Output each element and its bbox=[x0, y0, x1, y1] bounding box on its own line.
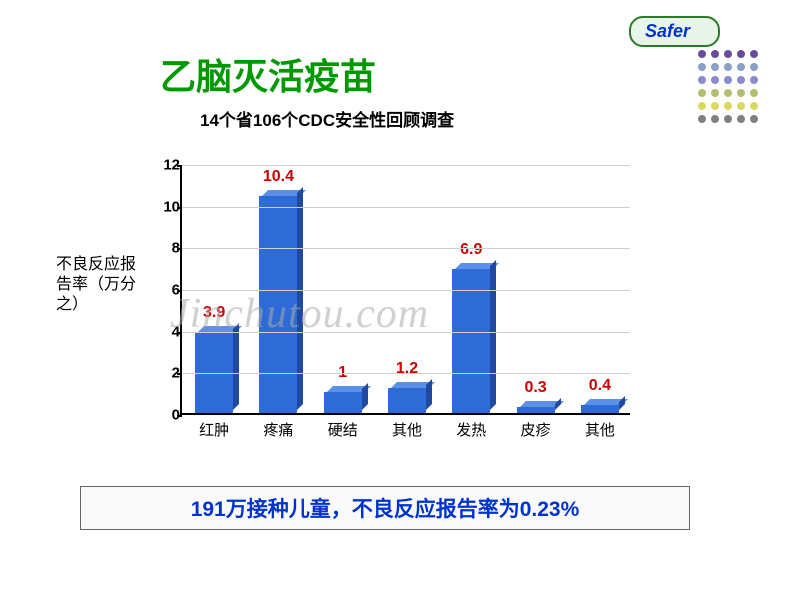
bar: 1.2其他 bbox=[385, 163, 429, 413]
dot-icon bbox=[750, 63, 758, 71]
x-tick-label: 红肿 bbox=[199, 419, 229, 440]
dot-icon bbox=[724, 89, 732, 97]
bar-chart: 不良反应报告率（万分之） 3.9红肿10.4疼痛1硬结1.2其他6.9发热0.3… bbox=[60, 155, 640, 475]
bars-container: 3.9红肿 10.4疼痛 1硬结 1.2其他 6.9发热 0.3皮疹 0.4其他 bbox=[182, 165, 630, 413]
bar-value-label: 1.2 bbox=[396, 360, 418, 378]
dot-icon bbox=[711, 115, 719, 123]
dot-icon bbox=[750, 89, 758, 97]
bar: 10.4疼痛 bbox=[256, 163, 300, 413]
bar-value-label: 0.3 bbox=[524, 379, 546, 397]
dot-icon bbox=[737, 63, 745, 71]
dot-icon bbox=[750, 115, 758, 123]
x-tick-label: 发热 bbox=[456, 419, 486, 440]
bottom-caption: 191万接种儿童，不良反应报告率为0.23% bbox=[80, 486, 690, 530]
dot-icon bbox=[737, 102, 745, 110]
dot-icon bbox=[724, 76, 732, 84]
dot-icon bbox=[711, 89, 719, 97]
y-tick-label: 8 bbox=[140, 240, 180, 257]
x-tick-label: 其他 bbox=[585, 419, 615, 440]
bar-value-label: 10.4 bbox=[263, 168, 294, 186]
y-tick-label: 4 bbox=[140, 323, 180, 340]
dot-icon bbox=[750, 50, 758, 58]
dot-icon bbox=[724, 102, 732, 110]
y-tick-label: 6 bbox=[140, 282, 180, 299]
dot-icon bbox=[698, 102, 706, 110]
safer-badge: Safer bbox=[629, 16, 720, 47]
bar-value-label: 0.4 bbox=[589, 377, 611, 395]
x-tick-label: 硬结 bbox=[328, 419, 358, 440]
grid-line bbox=[182, 373, 630, 374]
dot-icon bbox=[737, 89, 745, 97]
bar: 1硬结 bbox=[321, 163, 365, 413]
x-tick-label: 疼痛 bbox=[263, 419, 293, 440]
dot-icon bbox=[737, 76, 745, 84]
grid-line bbox=[182, 207, 630, 208]
y-tick-label: 12 bbox=[140, 157, 180, 174]
plot-area: 3.9红肿 10.4疼痛 1硬结 1.2其他 6.9发热 0.3皮疹 0.4其他 bbox=[180, 165, 630, 415]
y-tick-label: 10 bbox=[140, 198, 180, 215]
grid-line bbox=[182, 332, 630, 333]
dot-icon bbox=[724, 63, 732, 71]
y-axis-label: 不良反应报告率（万分之） bbox=[56, 255, 146, 315]
dot-icon bbox=[750, 102, 758, 110]
x-tick-label: 其他 bbox=[392, 419, 422, 440]
bar-value-label: 6.9 bbox=[460, 241, 482, 259]
bar: 0.4其他 bbox=[578, 163, 622, 413]
slide-subtitle: 14个省106个CDC安全性回顾调查 bbox=[200, 106, 454, 131]
y-tick-label: 2 bbox=[140, 365, 180, 382]
dot-icon bbox=[711, 50, 719, 58]
dot-decoration bbox=[698, 50, 760, 125]
dot-icon bbox=[750, 76, 758, 84]
dot-icon bbox=[737, 50, 745, 58]
y-tick-label: 0 bbox=[140, 407, 180, 424]
dot-icon bbox=[711, 102, 719, 110]
bar: 6.9发热 bbox=[449, 163, 493, 413]
dot-icon bbox=[698, 115, 706, 123]
dot-icon bbox=[698, 63, 706, 71]
bar: 3.9红肿 bbox=[192, 163, 236, 413]
dot-icon bbox=[737, 115, 745, 123]
grid-line bbox=[182, 165, 630, 166]
dot-icon bbox=[724, 115, 732, 123]
dot-icon bbox=[711, 76, 719, 84]
grid-line bbox=[182, 290, 630, 291]
dot-icon bbox=[711, 63, 719, 71]
x-tick-label: 皮疹 bbox=[521, 419, 551, 440]
dot-icon bbox=[698, 50, 706, 58]
slide-title: 乙脑灭活疫苗 bbox=[160, 48, 376, 100]
dot-icon bbox=[724, 50, 732, 58]
dot-icon bbox=[698, 89, 706, 97]
grid-line bbox=[182, 248, 630, 249]
bar-value-label: 3.9 bbox=[203, 304, 225, 322]
bar: 0.3皮疹 bbox=[514, 163, 558, 413]
dot-icon bbox=[698, 76, 706, 84]
